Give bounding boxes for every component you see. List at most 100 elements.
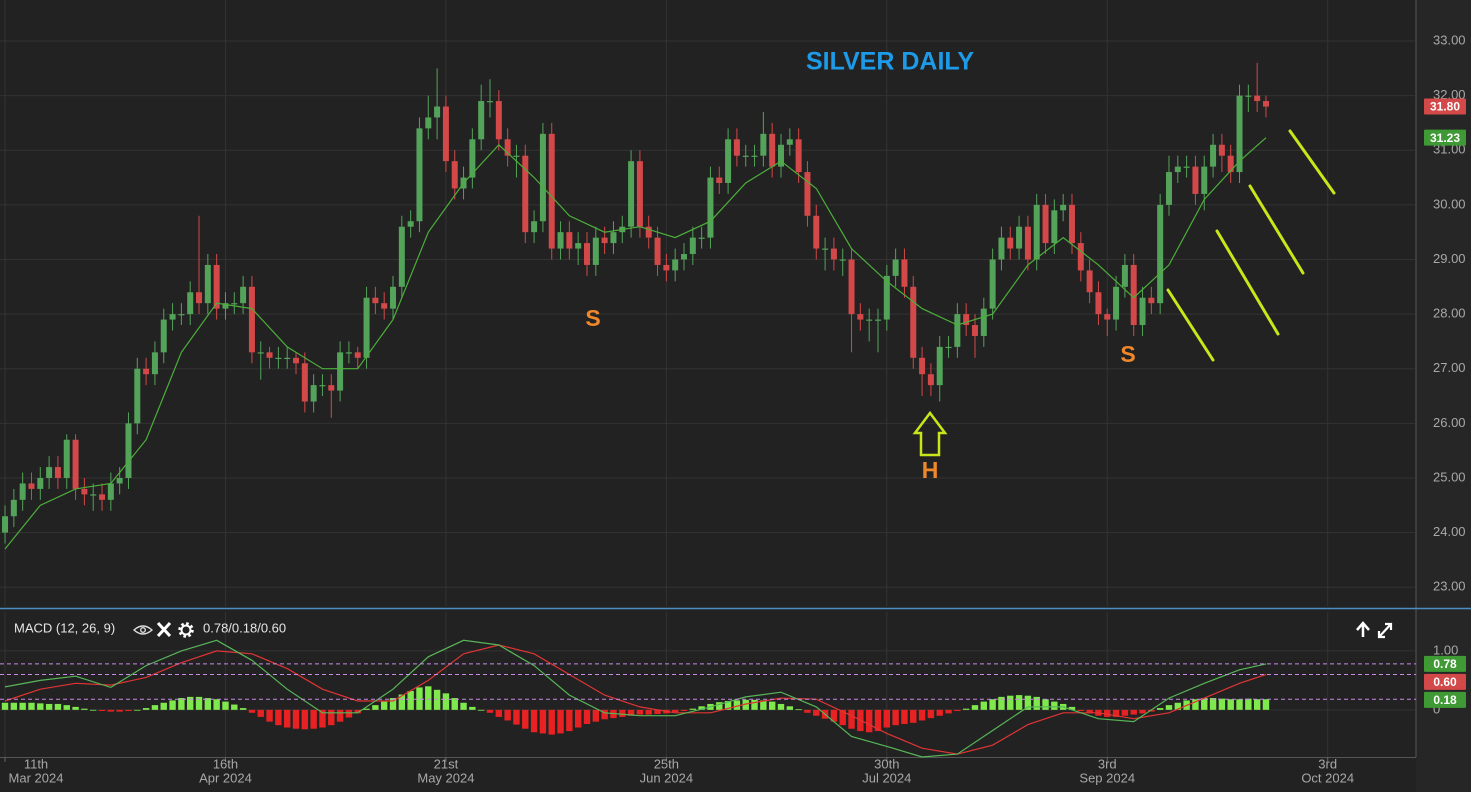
candle-body [689,237,696,255]
histogram-bar [1192,699,1199,710]
candle-body [1227,155,1234,173]
candle-body [2,516,9,533]
level-label-box [1424,655,1466,672]
candle-body [504,139,511,156]
histogram-bar [1015,695,1023,710]
candle-body [187,292,194,315]
histogram-bar [116,709,123,712]
candle-body [971,325,978,336]
candle-body [681,254,688,260]
candle-body [601,237,608,244]
price-label: 31.23 [1430,131,1460,145]
candle-body [266,352,273,358]
candle-body [354,352,361,358]
histogram-bar [1262,699,1270,710]
x-tick-label: 16th [213,756,238,771]
histogram-bar [1227,699,1234,710]
histogram-bar [777,703,785,710]
candle-body [874,319,881,321]
histogram-bar [407,690,414,710]
candle-body [257,352,264,354]
x-tick-sublabel: Apr 2024 [199,770,252,785]
up-arrow-drawing [912,410,948,457]
candle-body [372,297,379,304]
histogram-bar [292,709,300,729]
candle-body [822,248,829,250]
remove-icon[interactable] [156,621,172,638]
marks [0,62,1416,758]
histogram-bar [54,703,62,710]
price-label: 31.80 [1430,100,1460,114]
candle-body [513,155,520,157]
candle-body [901,259,908,287]
y-tick-label: 26.00 [1433,415,1466,430]
histogram-bar [962,708,970,710]
maximize-icon[interactable] [1377,622,1393,639]
candle-body [963,314,970,326]
candle-body [733,139,740,156]
histogram-bar [389,698,397,710]
eye-icon[interactable] [132,625,154,635]
candle-body [1210,144,1217,167]
candle-body [725,139,732,184]
histogram-bar [72,706,79,710]
move-up-icon[interactable] [1356,621,1370,637]
histogram-bar [583,709,591,724]
histogram-bar [45,703,53,710]
candle-body [248,286,255,353]
histogram-bar [10,702,18,710]
histogram-bar [716,702,723,710]
candle-body [310,385,317,402]
histogram-bar [671,709,679,713]
price-label-box [1424,129,1466,146]
candle-body [37,477,44,489]
candle-body [936,346,943,386]
histogram-bar [231,704,238,710]
candle-body [1051,210,1058,244]
candle-body [1007,237,1014,249]
candle-body [663,264,670,271]
trend-stroke [1248,184,1305,275]
histogram-bar [460,702,467,710]
candle-body [548,133,555,249]
histogram-bar [1253,699,1261,710]
histogram-bar [187,696,194,710]
settings-icon[interactable] [178,622,194,638]
candle-body [531,221,538,233]
moving-average-line [4,137,1267,550]
candle-body [46,467,53,478]
histogram-bar [513,709,520,725]
candle-body [857,314,864,320]
x-tick-sublabel: Oct 2024 [1301,770,1354,785]
histogram-bar [768,701,776,710]
histogram-bar [654,709,661,714]
candle-body [390,286,397,309]
histogram-bar [1051,701,1058,710]
candle-body [1068,204,1075,244]
histogram-bar [1104,709,1111,717]
candle-body [222,303,229,309]
x-tick-label: 3rd [1098,756,1117,771]
candle-body [169,314,176,320]
candle-body [645,226,652,238]
candle-body [293,357,300,364]
candle-body [54,467,61,478]
candle-body [698,237,705,239]
candle-body [636,161,643,227]
histogram-bar [1245,698,1252,710]
candle-body [1201,166,1208,194]
histogram-bar [1077,709,1085,712]
histogram-bar [107,709,115,712]
histogram-bar [539,709,547,734]
candle-body [178,314,185,316]
histogram-bar [645,709,652,715]
histogram-bar [1007,695,1014,710]
histogram-bar [433,689,441,710]
candle-body [407,221,414,227]
candle-body [1060,204,1067,211]
candle-body [1095,292,1102,315]
histogram-bar [90,709,97,711]
histogram-bar [81,708,88,710]
histogram-bar [319,709,326,728]
